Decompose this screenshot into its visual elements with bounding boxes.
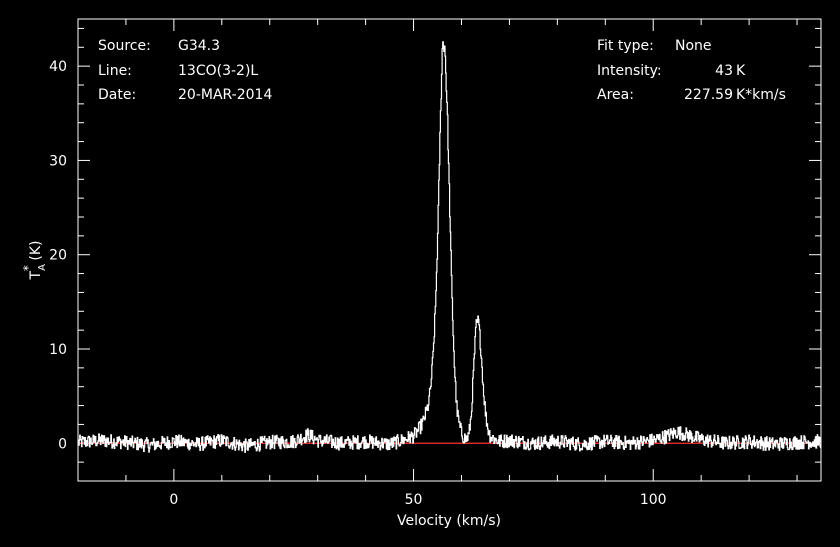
info-line-value: 13CO(3-2)L [178, 63, 258, 79]
y-tick-label: 20 [49, 248, 67, 264]
svg-text:TA* (K): TA* (K) [21, 241, 48, 281]
y-tick-label: 10 [49, 342, 67, 358]
info-block-left: Source: G34.3 Line: 13CO(3-2)L Date: 20-… [98, 38, 272, 103]
y-tick-label: 0 [58, 436, 67, 452]
info-source-value: G34.3 [178, 38, 220, 54]
plot-frame-rect [77, 18, 822, 482]
info-line-key: Line: [98, 63, 132, 79]
x-axis-label: Velocity (km/s) [397, 513, 501, 529]
info-date-key: Date: [98, 87, 136, 103]
info-area-unit: K*km/s [736, 87, 786, 103]
y-tick-label: 30 [49, 153, 67, 169]
info-area-key: Area: [597, 87, 634, 103]
y-axis-label: TA* (K) [21, 241, 48, 281]
info-fit-type-key: Fit type: [597, 38, 654, 54]
info-intensity-value: 43 [715, 63, 733, 79]
x-tick-label: 50 [405, 492, 423, 508]
x-tick-label: 0 [169, 492, 178, 508]
info-source-key: Source: [98, 38, 151, 54]
y-axis-label-sub: A [37, 264, 48, 271]
y-axis-label-main: T [28, 270, 44, 280]
y-axis-label-unit: (K) [28, 241, 44, 266]
y-tick-label: 40 [49, 59, 67, 75]
info-fit-type-value: None [675, 38, 712, 54]
plot-frame [77, 18, 822, 482]
y-axis-label-sup: * [21, 265, 35, 271]
info-intensity-key: Intensity: [597, 63, 662, 79]
axis-tick-labels: 0 50 100 0 10 20 30 40 [49, 59, 666, 508]
info-date-value: 20-MAR-2014 [178, 87, 272, 103]
info-block-right: Fit type: None Intensity: 43 K Area: 227… [597, 38, 786, 103]
series-spectrum-line [77, 41, 822, 453]
x-tick-label: 100 [640, 492, 667, 508]
axis-ticks [77, 19, 821, 482]
info-intensity-unit: K [736, 63, 746, 79]
info-area-value: 227.59 [684, 87, 733, 103]
